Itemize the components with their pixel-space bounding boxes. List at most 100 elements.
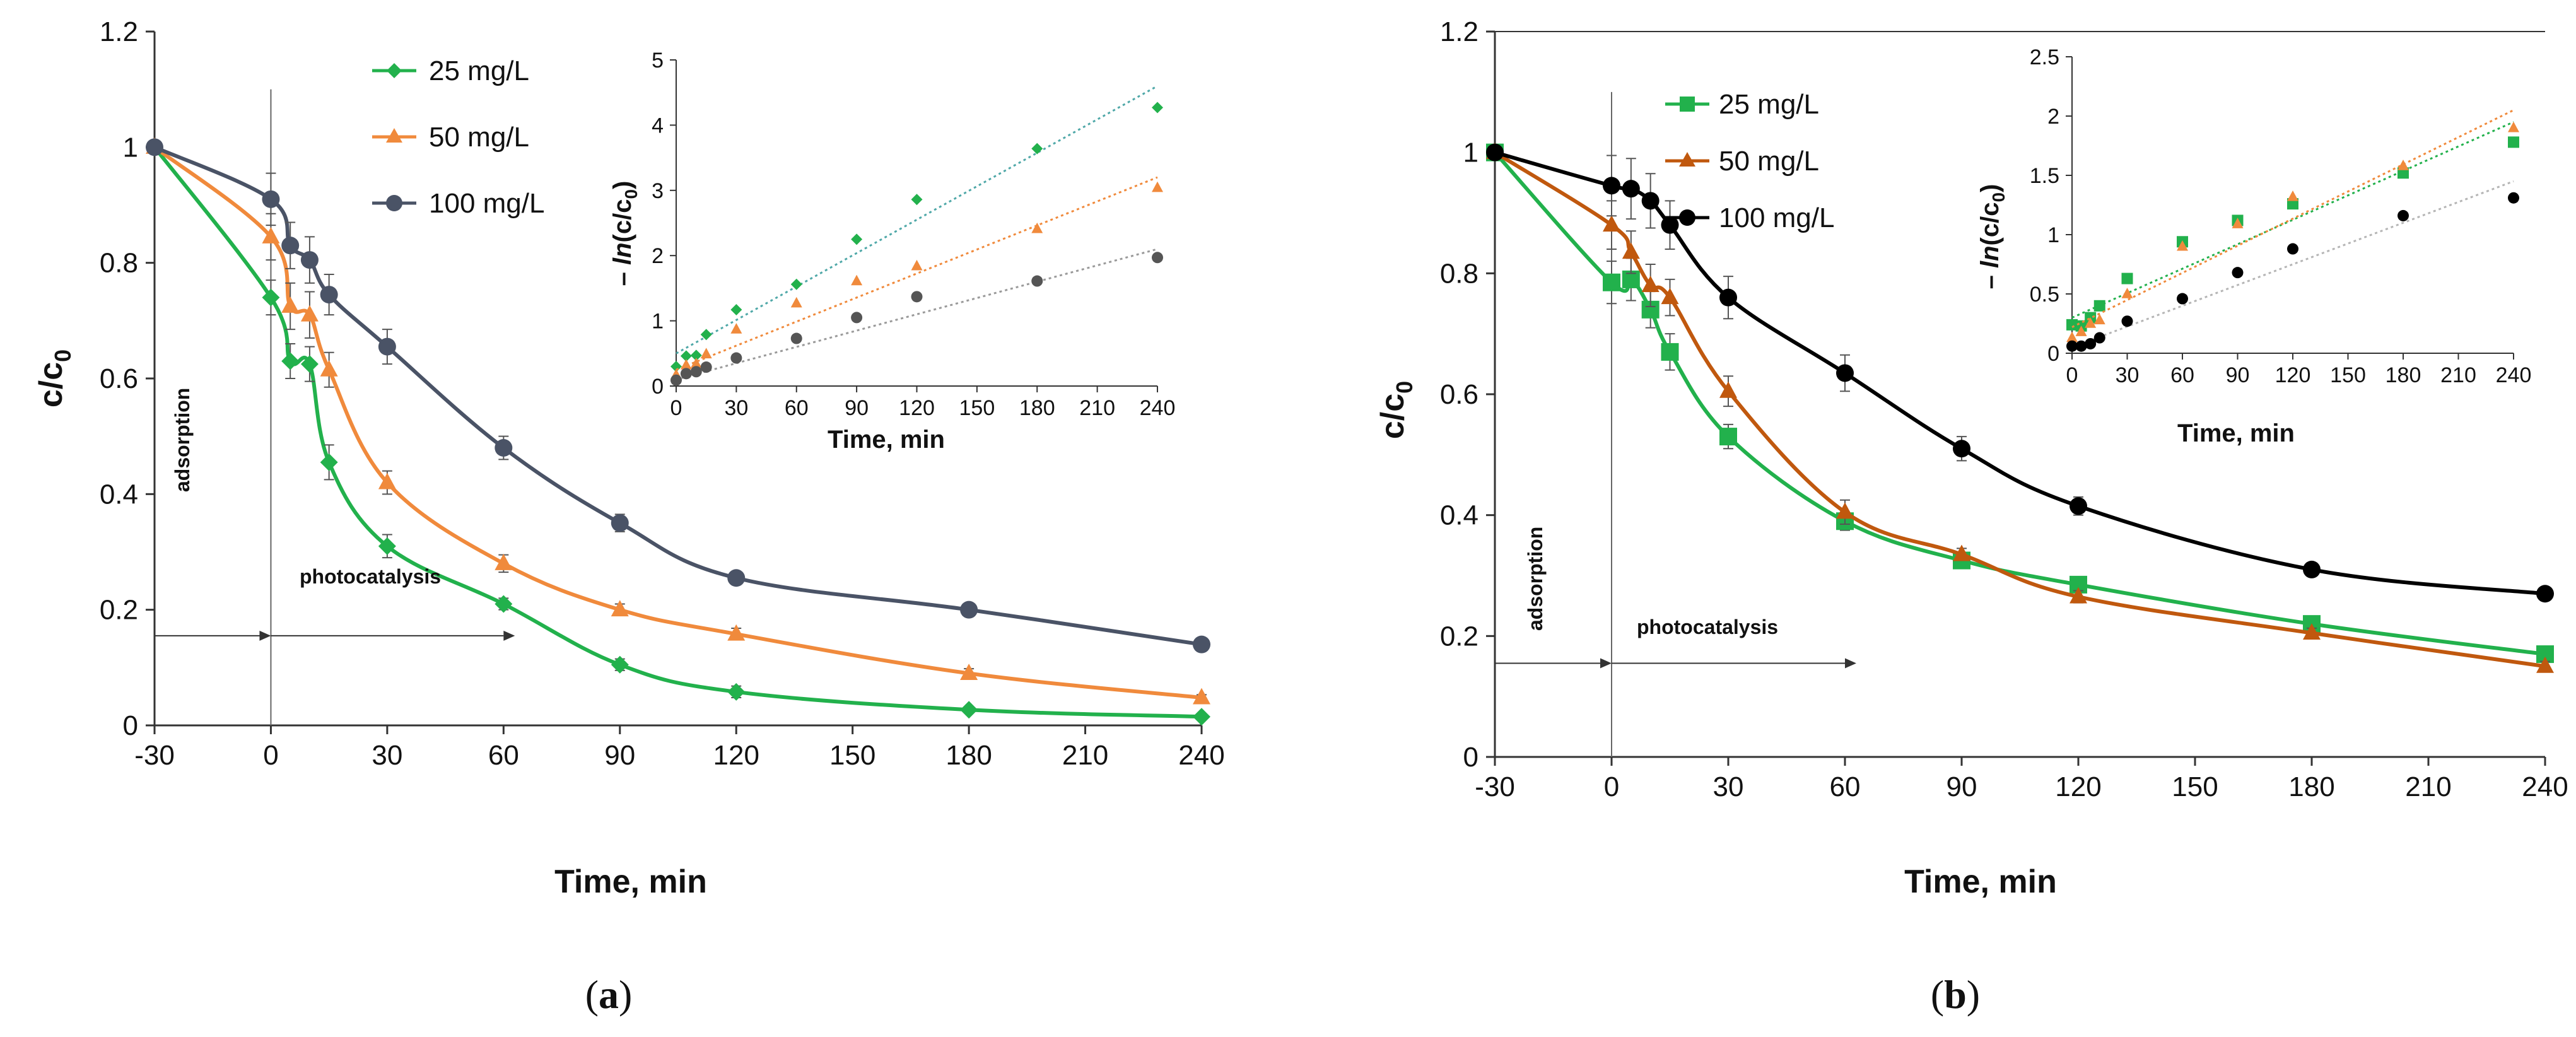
panel-b-y-tick-label: 0.4 (1440, 500, 1478, 531)
panel-b-inset-x-tick-label: 150 (2330, 363, 2366, 387)
panel-b-inset-series-2-point (2093, 313, 2105, 325)
panel-a-x-tick-label: -30 (134, 740, 175, 771)
panel-a-x-tick-label: 210 (1062, 740, 1108, 771)
panel-a-series-2-point (378, 472, 396, 489)
panel-b-x-tick-label: 90 (1947, 771, 1977, 802)
panel-a-y-tick-label: 0 (123, 710, 138, 741)
panel-a-series-3-point (378, 337, 396, 356)
panel-a-series-3-point (320, 286, 338, 304)
panel-a-inset-series-1-point (700, 329, 712, 341)
panel-b-inset-series-2-point (2287, 190, 2298, 201)
panel-a-inset-series-3-point (730, 352, 742, 364)
panel-a-chart: -30 0 30 60 90 120 150 180 210 24000.20.40.60.811… (33, 16, 1225, 1017)
panel-a-x-tick-label: 240 (1178, 740, 1224, 771)
panel-a-series-3-point (300, 251, 319, 269)
panel-b-inset-series-1-point (2121, 272, 2133, 284)
panel-b-y-tick-label: 1 (1463, 138, 1478, 168)
panel-b-series-2-point (1836, 502, 1854, 519)
panel-a-legend: 25 mg/L 50 mg/L 100 mg/L (372, 56, 544, 219)
panel-b-series-1-point (1719, 428, 1737, 446)
panel-b-inset-x-tick-label: 120 (2275, 363, 2311, 387)
panel-b-series-3-point (1603, 177, 1620, 195)
panel-a-inset-series-2-point (911, 259, 923, 271)
panel-a-inset-series-1-point (690, 349, 702, 361)
panel-b-series-1-point (1603, 273, 1620, 291)
panel-a-inset-series-1-point (670, 360, 682, 372)
panel-a-inset-series-1-point (790, 278, 802, 290)
panel-b-series-2-point (1622, 242, 1640, 259)
panel-b-series-2-point (1603, 215, 1620, 232)
panel-b-inset-series-3-fit-line (2071, 180, 2514, 349)
panel-a-x-tick-label: 150 (829, 740, 875, 771)
panel-b-chart: -30 0 30 60 90 120 150 180 210 24000.20.40.60.811… (1374, 16, 2568, 1017)
panel-a-inset-series-1-point (851, 233, 863, 245)
panel-b-legend-item-1: 25 mg/L (1665, 89, 1819, 120)
panel-a-inset-series-2-point (730, 323, 742, 334)
panel-a-series-1-point (262, 288, 280, 307)
panel-a-series-2-point (1193, 688, 1210, 705)
panel-b-inset-series-1-point (2397, 167, 2409, 179)
panel-a-series-3-point (727, 569, 746, 587)
panel-a-series-1-point (960, 701, 978, 719)
panel-b-series-3-point (1719, 288, 1737, 307)
panel-b-legend-label-3: 100 mg/L (1719, 202, 1834, 233)
panel-a-inset-series-3-point (670, 374, 682, 386)
panel-a-inset-series-1-point (1152, 102, 1163, 114)
panel-a-inset-x-tick-label: 120 (899, 396, 935, 420)
panel-a-inset-series-1-point (911, 194, 923, 206)
panel-a-series-2-point (611, 600, 629, 617)
panel-a-inset-series-3-point (690, 366, 702, 378)
panel-b-inset-series-1-point (2093, 300, 2105, 312)
panel-a-inset-y-tick-label: 3 (652, 179, 664, 203)
panel-a-inset-series-1-point (680, 350, 692, 362)
panel-a-series-3-point (1193, 635, 1210, 653)
panel-a-series-3-point (281, 237, 300, 255)
panel-b-inset-series-2-point (2177, 240, 2188, 251)
panel-a-x-tick-label: 30 (372, 740, 402, 771)
panel-b-series-2-point (1719, 381, 1737, 398)
panel-b-series-3-point (1622, 180, 1640, 198)
panel-a-legend-item-2: 50 mg/L (372, 122, 529, 153)
panel-b-series-2-point (1641, 276, 1660, 292)
panel-b-y-tick-label: 0.2 (1440, 621, 1478, 652)
panel-b-legend-label-2: 50 mg/L (1719, 146, 1819, 177)
panel-b-inset-y-tick-label: 0 (2047, 342, 2059, 366)
panel-a-inset-plot: 0 30 60 90 120 150 180 210 240 0 1 2 3 4 5 (652, 49, 1175, 420)
panel-b-inset-series-2-point (2085, 317, 2097, 328)
panel-b-x-tick-label: 210 (2405, 771, 2451, 802)
panel-a-inset-series-2-point (690, 357, 702, 368)
panel-a-series-2-point (320, 360, 338, 377)
panel-b-legend-item-3: 100 mg/L (1665, 202, 1834, 233)
panel-b-y-tick-label: 1.2 (1440, 16, 1478, 47)
panel-a-x-axis-label: Time, min (554, 864, 707, 900)
panel-a-inset-y-tick-label: 2 (652, 244, 664, 268)
panel-b-inset-series-2-point (2508, 121, 2519, 132)
panel-a-inset-series-3-point (851, 312, 863, 324)
panel-b-adsorption-arrowhead (1600, 658, 1612, 669)
panel-a-x-tick-label: 90 (604, 740, 635, 771)
panel-b-inset-x-tick-label: 60 (2170, 363, 2194, 387)
panel-b-inset-x-tick-label: 180 (2386, 363, 2421, 387)
panel-a-inset-series-2-point (1152, 181, 1163, 192)
panel-a-inset-x-tick-label: 0 (670, 396, 682, 420)
panel-a-y-tick-label: 0.8 (100, 248, 138, 279)
panel-a-legend-label-3: 100 mg/L (429, 188, 544, 219)
panel-a-legend-label-1: 25 mg/L (429, 56, 529, 86)
panel-b-inset-series-1-point (2287, 198, 2298, 210)
panel-b-x-tick-label: 0 (1604, 771, 1619, 802)
panel-a-inset-series-1-fit-line (676, 85, 1158, 354)
panel-a-y-tick-label: 1.2 (100, 16, 138, 47)
panel-a-inset-y-axis-label: – ln(c/c0) (609, 181, 641, 286)
panel-b-label: (b) (1931, 972, 1980, 1017)
panel-a-inset-series-3-point (1031, 275, 1043, 287)
panel-a-inset-x-tick-label: 150 (959, 396, 995, 420)
panel-a-series-3-point (146, 138, 163, 156)
panel-a-adsorption-annotation: adsorption (171, 388, 194, 492)
panel-b-inset-series-3-point (2177, 293, 2188, 305)
panel-b-inset-x-tick-label: 90 (2226, 363, 2250, 387)
panel-a-series-1-line (153, 146, 1202, 719)
panel-a-inset-series-1-point (730, 304, 742, 316)
panel-b-y-tick-label: 0 (1463, 742, 1478, 773)
